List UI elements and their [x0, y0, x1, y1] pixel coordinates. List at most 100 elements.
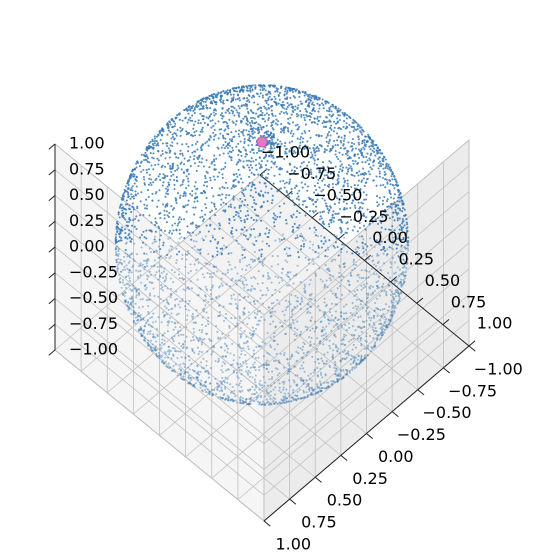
sphere-point — [305, 391, 308, 394]
sphere-point — [177, 222, 180, 225]
sphere-point — [179, 373, 182, 376]
sphere-point — [171, 118, 174, 121]
sphere-point — [115, 238, 118, 241]
sphere-point — [278, 389, 281, 392]
sphere-point — [394, 208, 397, 211]
sphere-point — [276, 215, 279, 219]
sphere-point — [276, 343, 279, 346]
sphere-point — [282, 354, 286, 357]
sphere-point — [237, 153, 240, 157]
sphere-point — [326, 132, 329, 136]
sphere-point — [156, 355, 159, 358]
sphere-point — [267, 172, 270, 175]
sphere-point — [152, 333, 155, 336]
sphere-point — [248, 375, 251, 378]
sphere-point — [369, 166, 372, 169]
sphere-point — [338, 372, 341, 375]
sphere-point — [124, 298, 127, 302]
sphere-point — [256, 396, 259, 399]
sphere-point — [368, 157, 371, 160]
sphere-point — [232, 215, 235, 218]
sphere-point — [338, 276, 341, 279]
sphere-point — [327, 110, 330, 113]
sphere-point — [289, 271, 292, 274]
sphere-point — [157, 163, 160, 166]
sphere-point — [271, 400, 274, 403]
sphere-point — [294, 306, 297, 309]
sphere-point — [315, 205, 318, 208]
sphere-point — [173, 137, 176, 140]
sphere-point — [311, 108, 315, 111]
grid-xwall-z — [263, 242, 470, 419]
sphere-point — [298, 224, 301, 227]
sphere-point — [267, 391, 270, 394]
sphere-point — [327, 171, 330, 174]
sphere-point — [342, 351, 345, 354]
sphere-point — [171, 347, 175, 350]
sphere-point — [292, 228, 295, 231]
sphere-point — [184, 357, 187, 360]
sphere-point — [391, 239, 394, 242]
sphere-point — [179, 306, 182, 309]
sphere-point — [258, 260, 261, 263]
sphere-point — [328, 160, 331, 163]
sphere-point — [306, 351, 309, 354]
sphere-point — [278, 290, 281, 293]
sphere-point — [170, 308, 173, 311]
sphere-point — [160, 287, 163, 290]
sphere-point — [311, 153, 314, 156]
sphere-point — [239, 334, 243, 338]
sphere-point — [230, 398, 233, 401]
sphere-point — [310, 151, 313, 154]
sphere-point — [183, 163, 186, 166]
sphere-point — [302, 237, 305, 240]
sphere-point — [199, 386, 202, 389]
sphere-point — [296, 236, 299, 239]
sphere-point — [406, 247, 409, 250]
sphere-point — [166, 320, 169, 323]
sphere-point — [324, 202, 327, 205]
sphere-point — [264, 403, 267, 406]
sphere-point — [313, 342, 316, 346]
sphere-point — [333, 333, 336, 336]
sphere-point — [254, 191, 257, 194]
sphere-point — [332, 220, 335, 223]
sphere-point — [181, 277, 184, 280]
sphere-point — [398, 297, 401, 300]
sphere-point — [167, 188, 170, 191]
sphere-point — [335, 132, 339, 135]
sphere-point — [160, 360, 164, 363]
sphere-point — [158, 238, 161, 241]
sphere-point — [390, 290, 393, 293]
sphere-point — [215, 296, 218, 299]
sphere-point — [159, 216, 162, 220]
sphere-point — [278, 91, 282, 94]
sphere-point — [402, 236, 405, 239]
sphere-point — [199, 361, 203, 364]
sphere-point — [402, 282, 405, 286]
sphere-point — [193, 384, 196, 387]
sphere-point — [172, 173, 175, 176]
sphere-point — [200, 267, 203, 270]
sphere-point — [176, 224, 179, 227]
sphere-point — [246, 388, 249, 392]
sphere-point — [242, 342, 246, 345]
sphere-point — [250, 185, 253, 188]
sphere-point — [196, 376, 199, 379]
sphere-point — [246, 103, 249, 106]
sphere-point — [287, 392, 290, 395]
sphere-point — [352, 126, 356, 129]
sphere-point — [306, 311, 309, 315]
sphere-point — [389, 266, 392, 269]
sphere-point — [280, 122, 283, 126]
sphere-point — [302, 361, 305, 364]
sphere-point — [295, 215, 298, 219]
sphere-point — [261, 340, 264, 344]
sphere-point — [391, 256, 394, 260]
sphere-point — [300, 235, 304, 238]
sphere-point — [334, 373, 337, 376]
sphere-point — [334, 344, 337, 347]
sphere-point — [201, 157, 204, 160]
grid-xwall-z — [263, 165, 470, 342]
sphere-point — [227, 334, 230, 337]
